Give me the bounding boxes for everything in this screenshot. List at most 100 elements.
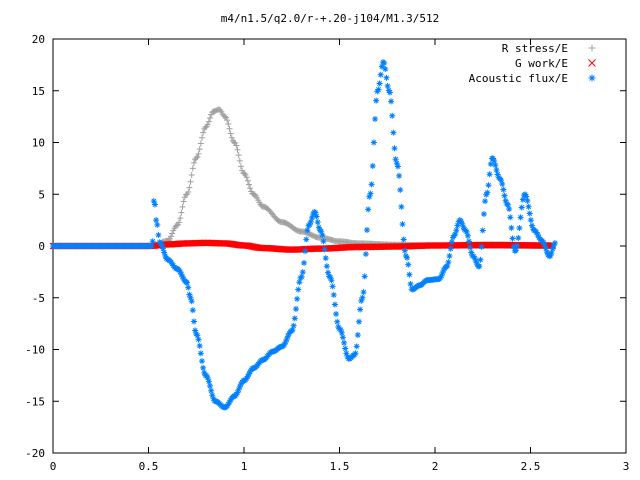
data-point xyxy=(300,259,307,266)
legend-label: G work/E xyxy=(515,57,568,70)
data-point xyxy=(392,156,399,163)
data-point xyxy=(325,269,332,276)
data-point xyxy=(176,219,183,226)
data-point xyxy=(188,298,195,305)
data-point xyxy=(304,227,311,234)
data-point xyxy=(247,185,254,192)
data-point xyxy=(515,234,522,241)
data-point xyxy=(542,245,549,252)
data-point xyxy=(464,232,471,239)
x-tick-label: 2 xyxy=(432,460,439,473)
data-point xyxy=(549,245,556,252)
data-point xyxy=(226,125,233,132)
data-point xyxy=(389,112,396,119)
data-point xyxy=(484,189,491,196)
data-point xyxy=(369,162,376,169)
data-point xyxy=(471,255,478,262)
y-tick-label: 15 xyxy=(32,85,45,98)
data-point xyxy=(328,277,335,284)
data-point xyxy=(179,273,186,280)
y-tick-label: 5 xyxy=(38,188,45,201)
data-point xyxy=(322,255,329,262)
data-point xyxy=(192,327,199,334)
data-point xyxy=(193,155,200,162)
data-point xyxy=(448,239,455,246)
data-point xyxy=(205,118,212,125)
data-point xyxy=(342,345,349,352)
data-point xyxy=(510,243,517,250)
data-point xyxy=(179,203,186,210)
data-point xyxy=(298,273,305,280)
data-point xyxy=(204,121,211,128)
data-point xyxy=(236,157,243,164)
data-point xyxy=(196,146,203,153)
data-point xyxy=(486,171,493,178)
data-point xyxy=(446,252,453,259)
data-point xyxy=(157,240,164,247)
data-point xyxy=(237,163,244,170)
data-point xyxy=(494,171,501,178)
data-point xyxy=(382,66,389,73)
data-point xyxy=(368,181,375,188)
data-point xyxy=(366,193,373,200)
data-point xyxy=(405,261,412,268)
data-point xyxy=(491,158,498,165)
data-point xyxy=(588,44,596,52)
data-point xyxy=(195,150,202,157)
data-point xyxy=(187,294,194,301)
data-point xyxy=(512,247,519,254)
data-point xyxy=(400,236,407,243)
data-point xyxy=(295,286,302,293)
data-point xyxy=(177,268,184,275)
data-point xyxy=(245,181,252,188)
data-point xyxy=(224,117,231,124)
data-point xyxy=(501,192,508,199)
data-point xyxy=(490,155,497,162)
data-point xyxy=(307,218,314,225)
data-point xyxy=(185,284,192,291)
data-point xyxy=(205,378,212,385)
data-point xyxy=(178,271,185,278)
data-point xyxy=(365,206,372,213)
data-point xyxy=(541,242,548,249)
data-point xyxy=(195,336,202,343)
series-1 xyxy=(50,106,556,249)
data-point xyxy=(310,211,317,218)
data-point xyxy=(406,271,413,278)
data-point xyxy=(308,214,315,221)
data-point xyxy=(459,220,466,227)
data-point xyxy=(210,395,217,402)
data-point xyxy=(474,261,481,268)
data-point xyxy=(465,238,472,245)
data-point xyxy=(447,245,454,252)
data-point xyxy=(290,322,297,329)
data-point xyxy=(339,334,346,341)
data-point xyxy=(527,217,534,224)
data-point xyxy=(155,232,162,239)
data-point xyxy=(384,82,391,89)
data-point xyxy=(439,269,446,276)
data-point xyxy=(289,327,296,334)
data-point xyxy=(281,341,288,348)
data-point xyxy=(331,301,338,308)
data-point xyxy=(397,186,404,193)
data-point xyxy=(209,392,216,399)
data-point xyxy=(151,201,158,208)
data-point xyxy=(551,240,558,247)
data-point xyxy=(225,121,232,128)
chart-title: m4/n1.5/q2.0/r-+.20-j104/M1.3/512 xyxy=(221,12,440,25)
data-point xyxy=(320,238,327,245)
data-point xyxy=(234,146,241,153)
data-point xyxy=(162,253,169,260)
data-point xyxy=(477,256,484,263)
data-point xyxy=(194,332,201,339)
data-point xyxy=(360,289,367,296)
data-point xyxy=(452,231,459,238)
x-tick-label: 0.5 xyxy=(139,460,159,473)
data-point xyxy=(227,130,234,137)
y-tick-label: -5 xyxy=(32,292,45,305)
data-point xyxy=(404,254,411,261)
data-point xyxy=(284,333,291,340)
x-axis: 0 0.5 1 1.5 2 2.5 3 xyxy=(50,39,629,473)
data-point xyxy=(399,221,406,228)
